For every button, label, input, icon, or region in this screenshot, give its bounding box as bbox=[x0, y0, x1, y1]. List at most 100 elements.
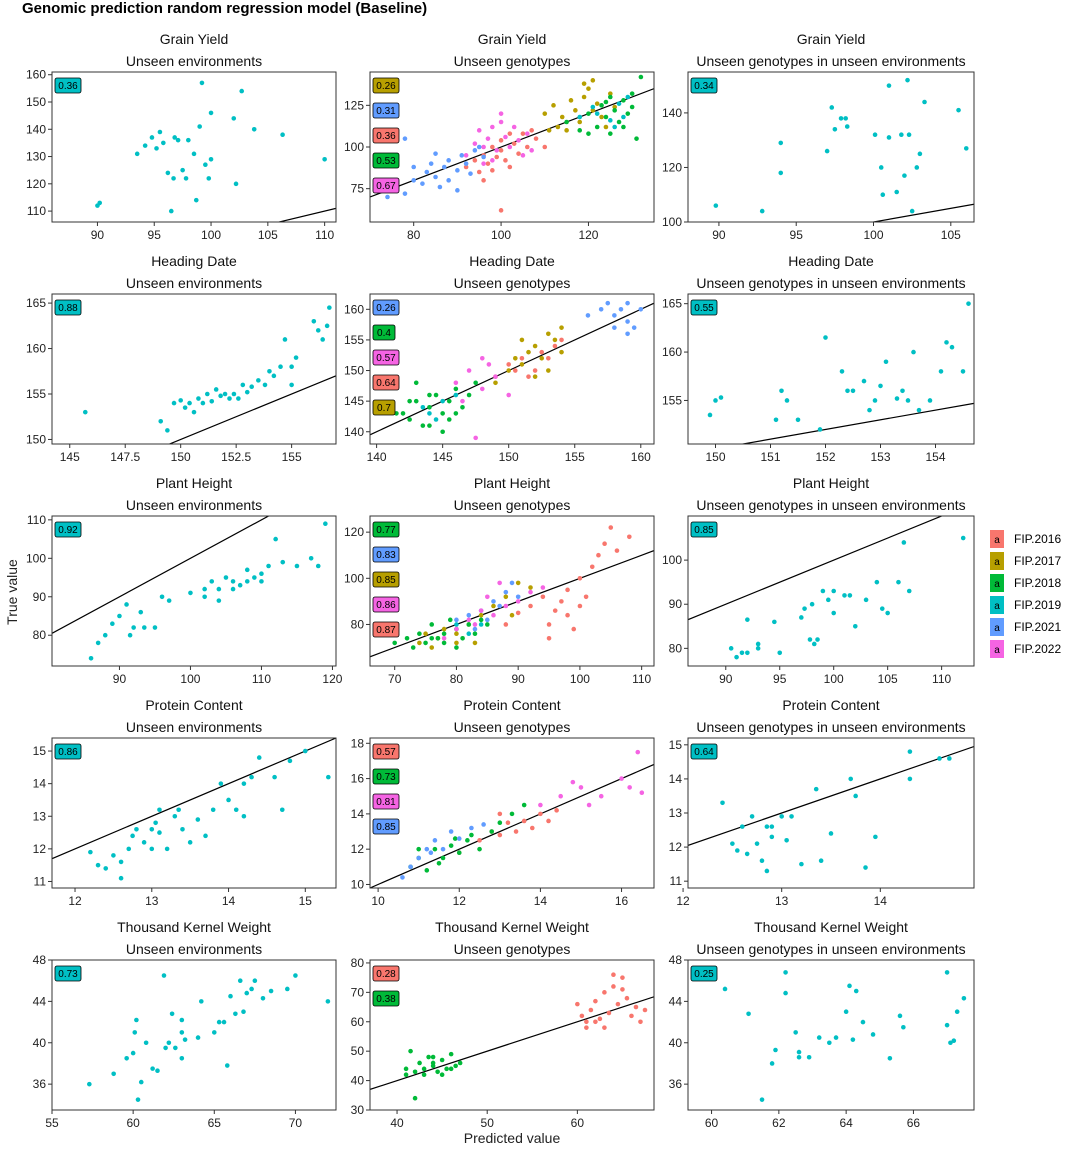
data-point bbox=[759, 858, 765, 864]
data-point bbox=[793, 1030, 798, 1035]
panel-12: Protein Content Unseen genotypes in unsee… bbox=[669, 697, 975, 908]
data-point bbox=[110, 621, 115, 626]
x-tick-label: 100 bbox=[863, 228, 883, 242]
data-point bbox=[169, 1011, 175, 1017]
data-point bbox=[524, 144, 530, 150]
data-point bbox=[446, 178, 451, 183]
x-tick-label: 95 bbox=[790, 228, 804, 242]
data-point bbox=[519, 362, 525, 367]
data-point bbox=[596, 552, 601, 558]
data-point bbox=[575, 1001, 580, 1007]
data-point bbox=[491, 599, 496, 604]
x-tick-label: 147.5 bbox=[110, 450, 140, 464]
data-point bbox=[424, 846, 430, 852]
x-tick-label: 13 bbox=[775, 894, 789, 908]
data-point bbox=[824, 148, 830, 154]
y-tick-label: 75 bbox=[351, 182, 365, 196]
data-point bbox=[606, 1010, 612, 1016]
x-tick-label: 90 bbox=[712, 228, 726, 242]
legend-item-label: FIP.2018 bbox=[1014, 576, 1061, 590]
data-point bbox=[894, 189, 900, 195]
data-point bbox=[472, 141, 478, 146]
data-point bbox=[584, 1025, 589, 1030]
correlation-badge bbox=[54, 743, 82, 760]
data-point bbox=[453, 411, 459, 416]
data-point bbox=[513, 829, 519, 834]
panel-scenario-title: Unseen genotypes bbox=[454, 497, 571, 513]
data-point bbox=[433, 392, 439, 398]
x-tick-label: 150 bbox=[705, 450, 725, 464]
data-point bbox=[809, 601, 815, 607]
data-point bbox=[231, 116, 237, 121]
data-point bbox=[203, 833, 208, 839]
data-point bbox=[427, 423, 432, 428]
data-point bbox=[244, 567, 250, 573]
panel-trait-title: Grain Yield bbox=[797, 31, 865, 47]
legend-key-glyph: a bbox=[994, 579, 1000, 590]
data-point bbox=[411, 178, 416, 183]
data-point bbox=[783, 990, 788, 996]
data-point bbox=[172, 813, 178, 819]
y-tick-label: 40 bbox=[669, 1036, 683, 1050]
data-point bbox=[266, 563, 271, 569]
correlation-badge-label: 0.57 bbox=[376, 747, 396, 758]
data-point bbox=[463, 161, 469, 166]
y-tick-label: 125 bbox=[344, 98, 364, 112]
panel-11: Protein Content Unseen genotypes 10 12 14 16 1… bbox=[351, 697, 655, 908]
y-tick-label: 12 bbox=[33, 842, 47, 856]
reference-line bbox=[168, 375, 336, 444]
data-point bbox=[745, 617, 750, 622]
data-point bbox=[429, 636, 435, 641]
x-tick-label: 145 bbox=[60, 450, 80, 464]
data-point bbox=[532, 374, 538, 379]
legend-key-glyph: a bbox=[994, 535, 1000, 546]
correlation-badge bbox=[372, 596, 400, 613]
x-tick-label: 12 bbox=[676, 894, 690, 908]
data-point bbox=[278, 364, 283, 370]
y-tick-label: 120 bbox=[26, 177, 46, 191]
y-tick-label: 160 bbox=[662, 345, 682, 359]
data-point bbox=[441, 640, 447, 646]
data-point bbox=[463, 153, 469, 158]
y-tick-label: 80 bbox=[351, 617, 365, 631]
data-point bbox=[202, 586, 207, 592]
data-point bbox=[603, 124, 609, 130]
data-point bbox=[208, 110, 214, 116]
correlation-badge-label: 0.85 bbox=[376, 822, 396, 833]
data-point bbox=[268, 988, 274, 994]
data-point bbox=[103, 866, 109, 871]
data-point bbox=[850, 388, 856, 394]
data-point bbox=[938, 369, 944, 374]
panel-trait-title: Thousand Kernel Weight bbox=[117, 919, 271, 935]
data-point bbox=[503, 594, 509, 600]
data-point bbox=[493, 374, 498, 379]
data-point bbox=[590, 104, 596, 110]
data-point bbox=[730, 841, 735, 846]
data-point bbox=[778, 170, 784, 176]
data-point bbox=[315, 563, 321, 569]
data-point bbox=[203, 162, 208, 168]
reference-line bbox=[52, 516, 270, 634]
data-point bbox=[594, 111, 600, 116]
panel-frame bbox=[51, 737, 337, 889]
data-point bbox=[233, 181, 239, 187]
data-point bbox=[164, 846, 170, 852]
data-point bbox=[239, 88, 245, 94]
data-point bbox=[540, 585, 546, 590]
correlation-badge bbox=[54, 965, 82, 982]
data-point bbox=[287, 758, 293, 764]
data-point bbox=[455, 168, 460, 173]
data-point bbox=[236, 396, 241, 401]
data-point bbox=[603, 114, 609, 120]
data-point bbox=[612, 325, 617, 330]
data-point bbox=[511, 141, 517, 146]
data-point bbox=[783, 970, 788, 975]
data-point bbox=[454, 645, 459, 650]
y-tick-label: 11 bbox=[670, 874, 683, 888]
data-point bbox=[427, 392, 432, 398]
data-point bbox=[872, 398, 878, 403]
panel-trait-title: Grain Yield bbox=[160, 31, 228, 47]
correlation-badge-label: 0.53 bbox=[376, 156, 396, 167]
data-point bbox=[529, 128, 534, 133]
data-point bbox=[138, 609, 144, 615]
